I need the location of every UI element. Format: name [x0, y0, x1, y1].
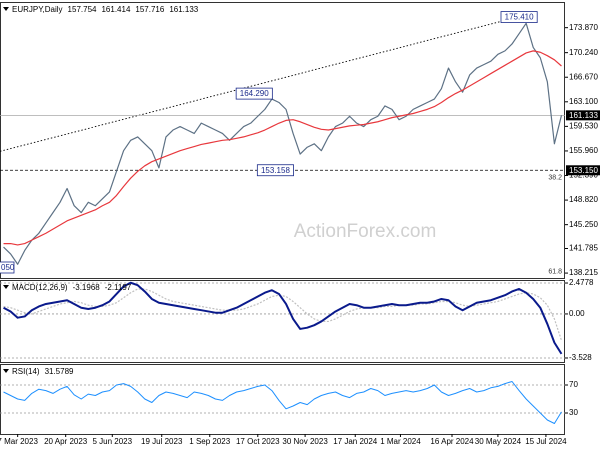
x-tick-label: 1 Sep 2023 [189, 437, 230, 446]
y-tick-label: 170.240 [569, 48, 598, 57]
readout-value: -3.1968 [73, 283, 101, 292]
x-tick-label: 17 Oct 2023 [236, 437, 280, 446]
price-label-box [566, 165, 600, 176]
title-text: EURJPY,Daily [12, 5, 63, 14]
readout-value: 157.754 [68, 5, 97, 14]
y-tick-label: 30 [569, 408, 578, 417]
y-tick-label: 173.870 [569, 23, 598, 32]
y-tick-label: 138.215 [569, 268, 598, 277]
x-tick-label: 15 Jul 2024 [525, 437, 567, 446]
panel-frame [0, 364, 565, 435]
price-label-box [566, 110, 600, 121]
y-tick-label: 166.670 [569, 72, 598, 81]
annotation-label: 164.290 [240, 89, 269, 98]
series-line [3, 22, 563, 265]
x-tick-label: 20 Apr 2023 [44, 437, 88, 446]
series-line [3, 381, 562, 424]
fib-label: 61.8 [548, 269, 562, 276]
title-text: RSI(14) [12, 367, 40, 376]
annotation-label: 050 [1, 263, 15, 272]
panel-frame [0, 280, 565, 363]
x-tick-label: 1 Mar 2024 [380, 437, 421, 446]
panel-title: EURJPY,Daily 157.754 161.414 157.716 161.133 [12, 5, 199, 14]
watermark: ActionForex.com [294, 221, 437, 242]
y-tick-label: 148.820 [569, 195, 598, 204]
y-tick-label: 155.960 [569, 146, 598, 155]
readout-value: 161.133 [169, 5, 198, 14]
panel-title: MACD(12,26,9) -3.1968 -2.1197 [12, 283, 132, 292]
y-tick-label: 141.785 [569, 244, 598, 253]
annotation-box [256, 164, 294, 177]
x-tick-label: 30 May 2024 [475, 437, 522, 446]
annotation-box [235, 87, 273, 100]
annotation-label: 153.158 [261, 166, 290, 175]
y-tick-label: 163.100 [569, 97, 598, 106]
x-tick-label: 7 Mar 2023 [0, 437, 38, 446]
readout-value: 161.414 [101, 5, 130, 14]
panel-title: RSI(14) 31.5789 [12, 367, 74, 376]
annotation-label: 175.410 [505, 13, 534, 22]
fib-label: 38.2 [548, 174, 562, 181]
y-tick-label: 2.4778 [569, 278, 594, 287]
x-tick-label: 5 Jun 2023 [92, 437, 132, 446]
x-tick-label: 19 Jul 2023 [141, 437, 183, 446]
readout-value: 157.716 [135, 5, 164, 14]
annotation-box [0, 261, 15, 274]
header-arrow [3, 369, 9, 373]
support-label: 153.150 [569, 166, 598, 175]
annotation-box [500, 11, 538, 23]
y-tick-label: 145.250 [569, 220, 598, 229]
current-price-label: 161.133 [569, 111, 598, 120]
title-text: MACD(12,26,9) [12, 283, 68, 292]
readout-value: 31.5789 [45, 367, 74, 376]
series-line [3, 50, 562, 246]
readout-value: -2.1197 [105, 283, 132, 292]
y-tick-label: 159.530 [569, 121, 598, 130]
x-tick-label: 16 Apr 2024 [430, 437, 474, 446]
y-tick-label: -3.528 [569, 353, 592, 362]
panel-frame [0, 2, 565, 279]
y-tick-label: 70 [569, 380, 578, 389]
series-line [3, 281, 563, 355]
x-tick-label: 17 Jan 2024 [333, 437, 378, 446]
x-tick-label: 30 Nov 2023 [282, 437, 328, 446]
header-arrow [3, 7, 9, 11]
header-arrow [3, 285, 9, 289]
y-tick-label: 0.00 [569, 309, 585, 318]
trendline [0, 15, 523, 152]
